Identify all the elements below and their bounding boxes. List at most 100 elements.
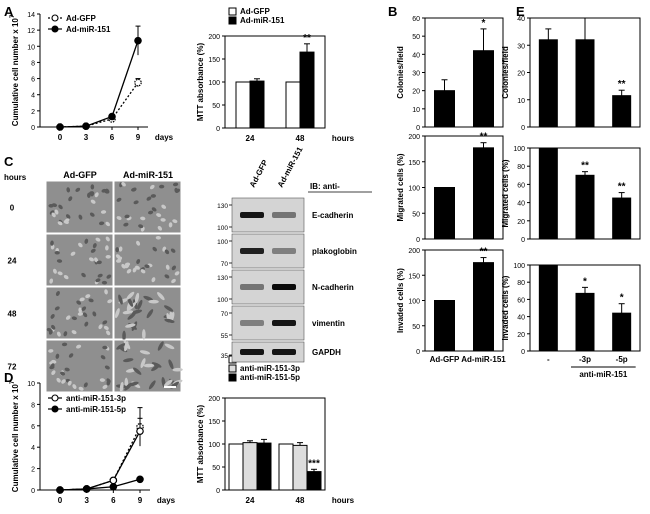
- E-invaded-x-tick-label: -3p: [579, 355, 591, 364]
- E-migrated-y-tick-label: 0: [521, 237, 525, 244]
- micrograph-cell: [135, 265, 140, 270]
- micrograph-cell: [75, 187, 81, 192]
- micrograph-cell: [133, 200, 139, 205]
- D-growth-y-label: Cumulative cell number x 107: [10, 380, 20, 492]
- micrograph-cell: [126, 269, 132, 274]
- B-migrated-y-label: Migrated cells (%): [396, 153, 405, 221]
- B-migrated-y-tick-label: 50: [412, 211, 420, 218]
- blot-band: [272, 284, 296, 290]
- E-invaded-significance: *: [620, 293, 624, 304]
- micrograph-cell: [90, 191, 95, 197]
- micrograph-tile: [113, 233, 182, 287]
- micrograph-cell: [164, 274, 170, 279]
- E-colonies-bar: [575, 39, 595, 128]
- A-mtt-y-tick-label: 50: [212, 103, 220, 110]
- micrograph-cell: [164, 249, 170, 255]
- D-mtt-legend-swatch: [228, 364, 237, 373]
- E-migrated-bar: [612, 197, 632, 240]
- E-colonies-y-tick-label: 20: [517, 71, 525, 78]
- micrograph-cell: [78, 307, 83, 313]
- micrograph-cell: [64, 367, 70, 372]
- E-colonies-significance: **: [618, 79, 626, 90]
- micrograph-cell: [61, 379, 66, 384]
- E-migrated-significance: **: [581, 161, 589, 172]
- A-mtt-y-tick-label: 200: [208, 34, 220, 41]
- micrograph-cell: [49, 278, 54, 284]
- B-invaded-plot-frame: [424, 249, 504, 352]
- micrograph-cell: [171, 278, 176, 284]
- micrograph-cell: [148, 380, 156, 390]
- micrograph-cell: [76, 344, 82, 349]
- micrograph-cell: [172, 219, 178, 224]
- micrograph-cell: [99, 378, 106, 382]
- B-colonies-plot-frame: [424, 17, 504, 128]
- micrograph-cell: [142, 329, 146, 340]
- micrograph-cell: [55, 291, 60, 296]
- micrograph-cell: [105, 188, 110, 194]
- micrograph-cell: [78, 386, 84, 391]
- micrograph-cell: [63, 331, 68, 337]
- A-growth-series-line-1: [59, 40, 139, 128]
- A-growth-y-label: Cumulative cell number x 107: [10, 14, 20, 126]
- E-invaded-group-label: anti-miR-151: [579, 370, 628, 379]
- micrograph-cell: [84, 238, 89, 244]
- micrograph-cell: [146, 309, 154, 319]
- micrograph-cell: [118, 246, 123, 252]
- blot-marker-label: 100: [217, 225, 228, 232]
- panel-letter-d: D: [4, 370, 13, 385]
- A-mtt-legend-swatch: [228, 16, 237, 25]
- micrograph-cell: [94, 192, 99, 198]
- micrograph-cell: [89, 257, 95, 262]
- micrograph-cell: [63, 274, 69, 280]
- E-colonies-y-tick-label: 30: [517, 43, 525, 50]
- panel-letter-a: A: [4, 4, 14, 19]
- micrograph-header-mir151: Ad-miR-151: [123, 170, 173, 180]
- A-mtt-y-tick-label: 100: [208, 80, 220, 87]
- micrograph-cell: [56, 377, 61, 383]
- D-growth-legend-label: anti-miR-151-5p: [66, 405, 126, 414]
- micrograph-row-label: 24: [8, 257, 17, 266]
- D-mtt-bar: [228, 443, 244, 491]
- micrograph-header-gfp: Ad-GFP: [63, 170, 97, 180]
- A-growth-data-point: [134, 78, 142, 87]
- micrograph-cell: [157, 341, 164, 351]
- E-migrated-y-tick-label: 40: [517, 201, 525, 208]
- micrograph-cell: [98, 324, 103, 330]
- micrograph-cell: [157, 225, 163, 231]
- B-colonies-y-tick-label: 40: [412, 52, 420, 59]
- E-colonies-y-tick-label: 10: [517, 98, 525, 105]
- D-growth-data-point: [82, 485, 91, 493]
- D-growth-y-tick-label: 10: [27, 381, 35, 388]
- micrograph-cell: [104, 289, 108, 295]
- B-invaded-chart: 0 50 100 150 200 Invaded cells (%) Ad-GFP ** Ad-…: [396, 247, 506, 364]
- micrograph-cell: [132, 367, 142, 375]
- blot-band: [240, 320, 264, 326]
- micrograph-cell: [156, 213, 162, 217]
- blot-strip: [231, 341, 305, 363]
- micrograph-cell: [147, 210, 154, 215]
- micrograph-cell: [107, 299, 113, 304]
- D-mtt-y-tick-label: 100: [208, 442, 220, 449]
- blot-band: [240, 284, 264, 290]
- blot-marker-label: 100: [217, 239, 228, 246]
- D-growth-x-label: days: [157, 496, 176, 505]
- A-mtt-y-label: MTT absorbance (%): [196, 43, 205, 122]
- D-growth-legend-marker: [51, 394, 59, 402]
- A-mtt-x-tick-label: 48: [296, 134, 305, 143]
- D-growth-data-point: [109, 476, 118, 485]
- A-mtt-bar: [299, 51, 315, 129]
- A-growth-y-tick-label: 14: [27, 12, 35, 19]
- A-growth-data-point: [108, 112, 116, 121]
- micrograph-cell: [96, 260, 102, 265]
- micrograph-cell: [168, 222, 173, 228]
- micrograph-cell: [92, 243, 97, 249]
- micrograph-cell: [48, 204, 54, 208]
- micrograph-cell: [102, 345, 108, 350]
- E-migrated-y-label: Migrated cells (%): [501, 159, 510, 227]
- B-invaded-significance: **: [480, 247, 488, 258]
- blot-band: [240, 212, 264, 218]
- micrograph-cell: [161, 204, 167, 209]
- micrograph-cell: [61, 342, 68, 347]
- E-invaded-bar: [612, 312, 632, 352]
- micrograph-cell: [102, 384, 108, 389]
